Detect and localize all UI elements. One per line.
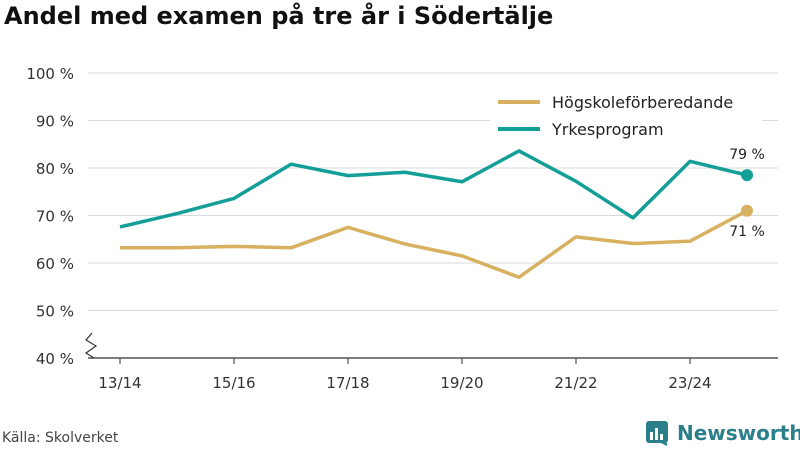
newsworthy-logo-icon [646, 421, 668, 446]
series-line-0 [120, 209, 748, 279]
y-tick-label: 40 % [36, 350, 74, 368]
y-tick-label: 80 % [36, 160, 74, 178]
x-tick-label: 15/16 [212, 374, 255, 392]
y-tick-label: 100 % [26, 65, 74, 83]
axis-break-icon [84, 332, 98, 359]
grid-lines [88, 72, 778, 311]
legend-label: Yrkesprogram [551, 120, 664, 139]
brand-logo: Newsworthy [645, 420, 800, 446]
end-point-marker [741, 169, 753, 182]
y-tick-label: 50 % [36, 303, 74, 321]
chart-title: Andel med examen på tre år i Södertälje [4, 2, 554, 30]
source-note: Källa: Skolverket [2, 430, 119, 446]
legend: Högskoleförberedande Yrkesprogram [490, 84, 762, 142]
legend-label: Högskoleförberedande [552, 93, 733, 112]
end-point-marker [741, 204, 753, 217]
series-lines: 71 % 79 % [119, 147, 765, 279]
x-tick-label: 17/18 [326, 374, 369, 392]
x-tick-label: 23/24 [668, 374, 711, 392]
legend-box [490, 84, 762, 142]
y-axis-ticks: 40 % 50 % 60 % 70 % 80 % 90 % 100 % [26, 65, 74, 368]
series-line-1 [119, 149, 748, 229]
brand-name: Newsworthy [677, 421, 800, 445]
y-tick-label: 70 % [36, 208, 74, 226]
x-tick-label: 19/20 [440, 374, 483, 392]
x-axis: 13/14 15/16 17/18 19/20 21/22 23/24 [84, 332, 778, 392]
end-value-label: 71 % [729, 224, 765, 240]
x-tick-label: 13/14 [98, 374, 141, 392]
end-value-label: 79 % [729, 147, 765, 163]
y-tick-label: 90 % [36, 113, 74, 131]
x-tick-label: 21/22 [554, 374, 597, 392]
y-tick-label: 60 % [36, 255, 74, 273]
